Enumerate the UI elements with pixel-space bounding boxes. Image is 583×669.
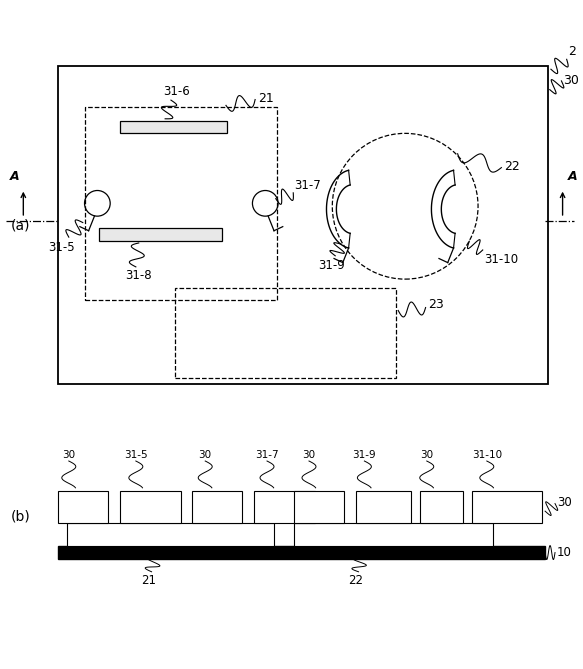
Bar bbox=[67, 522, 274, 546]
Bar bbox=[254, 491, 315, 522]
Bar bbox=[192, 491, 242, 522]
Text: 31-7: 31-7 bbox=[255, 450, 279, 460]
Text: 21: 21 bbox=[141, 573, 156, 587]
Text: 31-10: 31-10 bbox=[472, 450, 502, 460]
Text: 30: 30 bbox=[199, 450, 212, 460]
Text: 30: 30 bbox=[563, 74, 578, 88]
Text: 31-9: 31-9 bbox=[318, 259, 345, 272]
Text: 2: 2 bbox=[568, 45, 577, 58]
Text: 22: 22 bbox=[504, 160, 520, 173]
Text: 23: 23 bbox=[429, 298, 444, 311]
Text: 31-8: 31-8 bbox=[125, 269, 152, 282]
Bar bbox=[175, 288, 396, 378]
Text: 10: 10 bbox=[557, 546, 572, 559]
Bar bbox=[294, 522, 493, 546]
Text: (b): (b) bbox=[10, 510, 30, 524]
Text: 30: 30 bbox=[420, 450, 433, 460]
Bar bbox=[85, 107, 277, 300]
Bar bbox=[99, 228, 222, 242]
Text: 21: 21 bbox=[258, 92, 274, 105]
Bar bbox=[58, 491, 108, 522]
Bar bbox=[120, 120, 227, 133]
Text: A: A bbox=[10, 170, 19, 183]
Bar bbox=[58, 546, 545, 559]
Text: 30: 30 bbox=[62, 450, 75, 460]
Text: 31-9: 31-9 bbox=[353, 450, 376, 460]
Bar bbox=[356, 491, 411, 522]
Bar bbox=[58, 66, 548, 384]
Text: 30: 30 bbox=[303, 450, 315, 460]
Bar bbox=[420, 491, 463, 522]
Text: 22: 22 bbox=[348, 573, 363, 587]
Bar bbox=[120, 491, 181, 522]
Bar bbox=[294, 491, 344, 522]
Text: A: A bbox=[568, 170, 577, 183]
Text: 31-5: 31-5 bbox=[48, 242, 75, 254]
Text: 31-7: 31-7 bbox=[294, 179, 321, 191]
Text: 31-5: 31-5 bbox=[124, 450, 147, 460]
Text: 31-6: 31-6 bbox=[163, 86, 190, 98]
Text: 30: 30 bbox=[557, 496, 571, 509]
Bar bbox=[472, 491, 542, 522]
Text: 31-10: 31-10 bbox=[484, 253, 518, 266]
Text: (a): (a) bbox=[10, 218, 30, 232]
